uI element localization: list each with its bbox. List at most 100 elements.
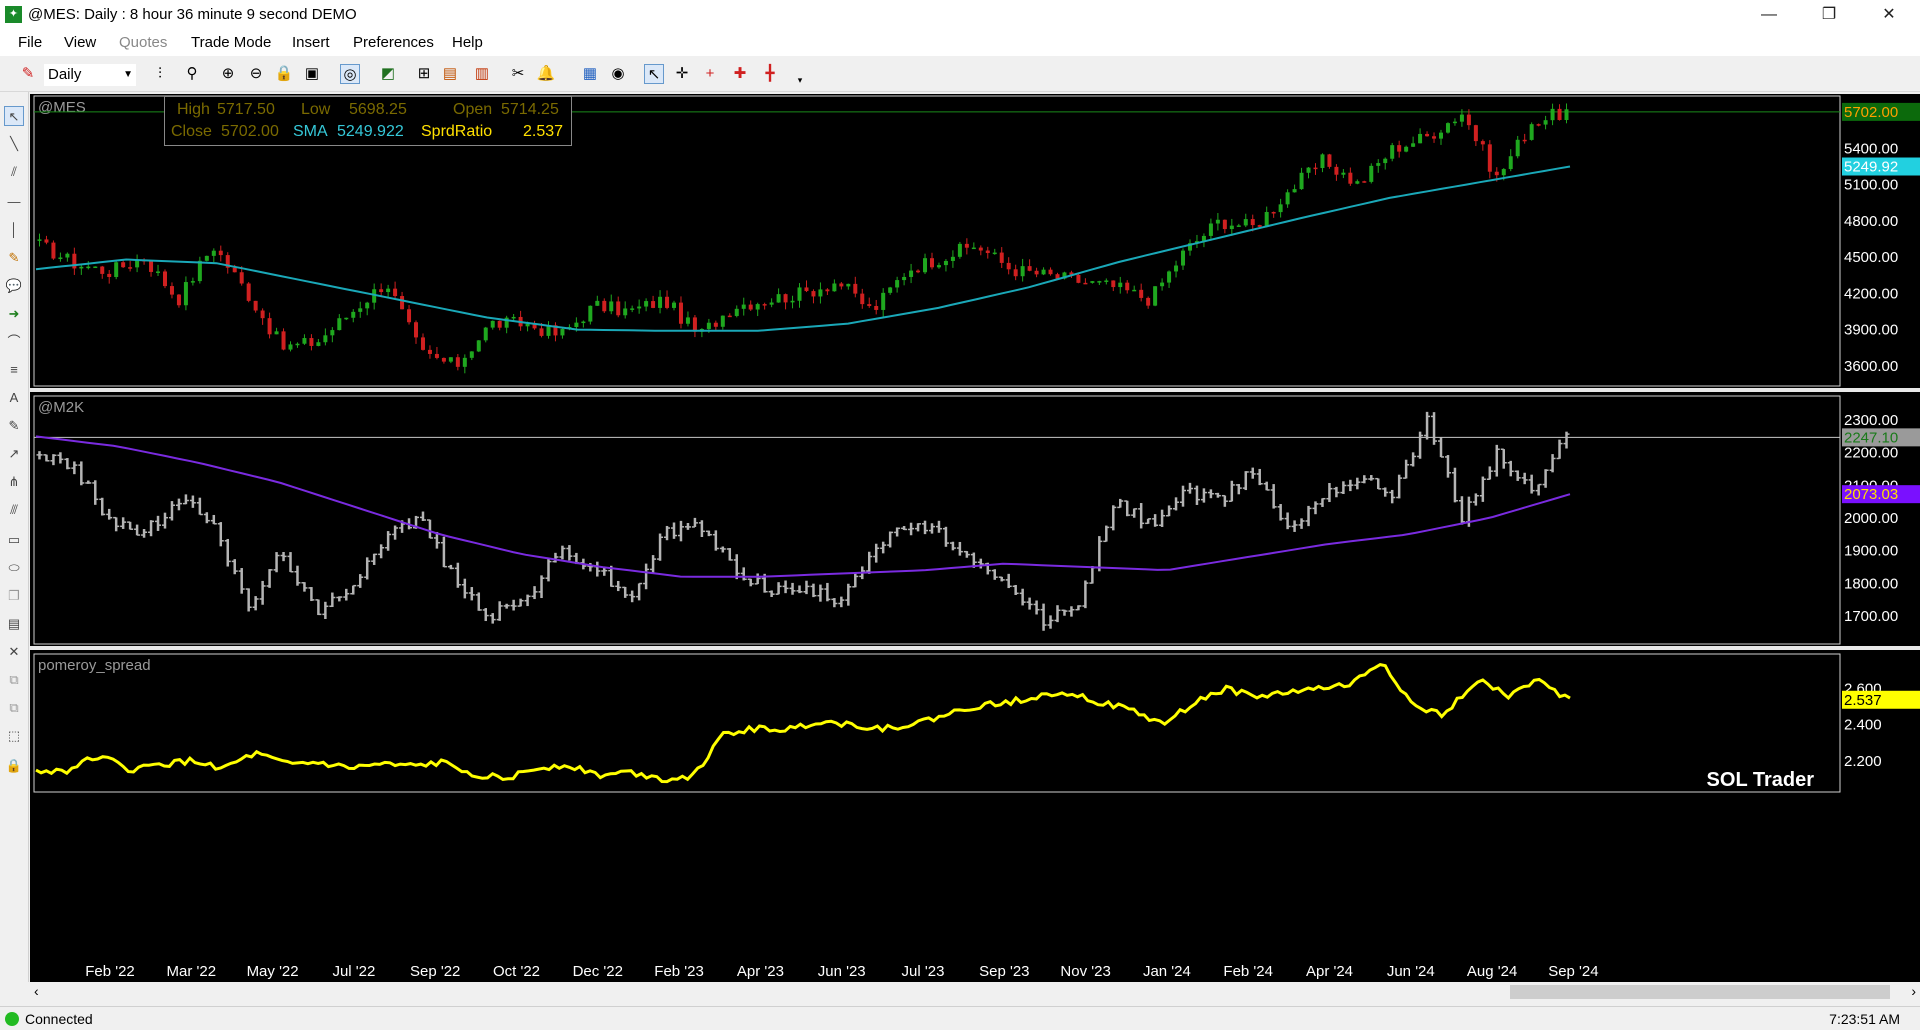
close-button[interactable]: ✕	[1882, 6, 1896, 23]
x-tick-label: Sep '22	[410, 963, 460, 980]
period-select[interactable]: Daily ▼	[44, 64, 136, 86]
crosshair-plus-icon[interactable]: ╋	[765, 65, 775, 82]
candle-body	[1125, 282, 1130, 291]
color-bars-icon[interactable]: ▤	[442, 65, 458, 82]
candle-body	[860, 293, 865, 305]
candle-body	[1480, 141, 1485, 145]
pencil-icon[interactable]: ✎	[8, 418, 20, 433]
candle-body	[197, 260, 202, 282]
chart-area[interactable]: @MES 5400.00 5100.00 4800.00 4500.00 4200.00 3…	[30, 94, 1920, 982]
scroll-right-icon[interactable]: ›	[1911, 983, 1916, 999]
box-select-icon[interactable]: ⬚	[7, 728, 21, 743]
pointer-icon[interactable]: ↖	[644, 64, 664, 84]
candle-body	[1362, 181, 1367, 183]
candle-body	[135, 259, 140, 268]
horizontal-scrollbar[interactable]: ‹ ›	[30, 982, 1920, 1002]
candle-body	[51, 242, 56, 259]
channel-icon[interactable]: ⫽	[11, 164, 17, 179]
menu-help[interactable]: Help	[452, 34, 483, 51]
pin-icon[interactable]: ✎	[21, 65, 35, 82]
close-value: 5702.00	[221, 123, 279, 140]
candle-body	[1432, 136, 1437, 139]
candle-body	[1306, 167, 1311, 173]
ray-icon[interactable]: ↗	[8, 446, 20, 461]
scissors-icon[interactable]: ✂	[511, 65, 525, 82]
duplicate-icon[interactable]: ⧉	[9, 700, 19, 715]
restore-button[interactable]: ❐	[1821, 6, 1837, 23]
menu-insert[interactable]: Insert	[292, 34, 330, 51]
crosshair-mode-icon[interactable]: ◎	[340, 64, 360, 84]
high-label: High	[177, 101, 210, 118]
properties-icon[interactable]: ▤	[7, 616, 21, 631]
callout-icon[interactable]: 💬	[5, 278, 23, 293]
eye-icon[interactable]: ◉	[611, 65, 625, 82]
menu-view[interactable]: View	[64, 34, 97, 51]
chart-bars-icon[interactable]: ▥	[474, 65, 490, 82]
candle-body	[211, 250, 216, 256]
note-icon[interactable]: ✎	[8, 250, 20, 265]
horizontal-line-icon[interactable]: —	[7, 194, 21, 209]
indicator-icon[interactable]: ◩	[380, 65, 396, 82]
scroll-left-icon[interactable]: ‹	[34, 983, 39, 999]
candle-body	[497, 320, 502, 328]
cursor-cross-icon[interactable]: ✛	[675, 65, 689, 82]
candle-body	[490, 320, 495, 328]
watermark: SOL Trader	[1707, 769, 1815, 791]
pitchfork-icon[interactable]: ⋔	[8, 474, 20, 489]
zoom-in-icon[interactable]: ⊕	[221, 65, 235, 82]
candle-body	[1348, 172, 1353, 184]
search-icon[interactable]: ⚲	[186, 65, 198, 82]
candle-body	[407, 309, 412, 323]
crosshair-dot-icon[interactable]: ✚	[733, 65, 747, 82]
bell-icon[interactable]: 🔔	[536, 65, 556, 82]
ellipse-icon[interactable]: ⬭	[8, 560, 20, 575]
menu-file[interactable]: File	[18, 34, 43, 51]
candle-body	[246, 283, 251, 301]
crosshair-icon[interactable]: +	[705, 65, 715, 82]
arc-icon[interactable]: ⌒	[7, 334, 21, 349]
chart-svg[interactable]: @MES 5400.00 5100.00 4800.00 4500.00 4200.00 3…	[30, 94, 1920, 982]
layers-icon[interactable]: ⧉	[9, 672, 19, 687]
x-tick-label: Feb '22	[85, 963, 135, 980]
candle-body	[1390, 145, 1395, 159]
hierarchy-icon[interactable]: ⊞	[417, 65, 431, 82]
trendline-icon[interactable]: ╲	[10, 136, 18, 151]
panel-frame	[33, 653, 1841, 793]
candle-body	[1271, 211, 1276, 214]
toolbar-overflow-icon[interactable]: ▾	[797, 75, 803, 85]
candle-body	[811, 291, 816, 297]
candle-body	[448, 357, 453, 362]
scrollbar-thumb[interactable]	[1510, 985, 1890, 999]
minimize-button[interactable]: —	[1761, 6, 1777, 23]
book-icon[interactable]: ▦	[582, 65, 598, 82]
menu-preferences[interactable]: Preferences	[353, 34, 434, 51]
x-tick-label: Aug '24	[1467, 963, 1517, 980]
candle-body	[365, 302, 370, 309]
candle-body	[881, 292, 886, 310]
arrow-right-icon[interactable]: ➜	[8, 306, 20, 321]
lock-drawings-icon[interactable]: 🔒	[5, 758, 23, 773]
vertical-line-icon[interactable]: │	[9, 222, 19, 237]
candle-body	[1160, 282, 1165, 287]
candle-body	[797, 287, 802, 301]
candle-body	[1418, 133, 1423, 144]
select-arrow-icon[interactable]: ↖	[4, 106, 24, 126]
copy-icon[interactable]: ❐	[8, 588, 20, 603]
bar-type-icon[interactable]: ⫶	[158, 65, 162, 82]
menu-trade-mode[interactable]: Trade Mode	[191, 34, 272, 51]
parallel-icon[interactable]: ⫻	[10, 502, 18, 517]
candle-body	[1243, 219, 1248, 226]
candle-body	[804, 287, 809, 292]
delete-icon[interactable]: ✕	[8, 644, 20, 659]
candle-body	[427, 349, 432, 354]
candle-body	[902, 276, 907, 281]
menu-quotes[interactable]: Quotes	[119, 34, 168, 51]
rectangle-icon[interactable]: ▭	[7, 532, 21, 547]
candle-body	[267, 318, 272, 335]
zoom-out-icon[interactable]: ⊖	[249, 65, 263, 82]
text-icon[interactable]: A	[9, 390, 19, 405]
lock-icon[interactable]: 🔒	[274, 65, 294, 82]
template-icon[interactable]: ▣	[304, 65, 320, 82]
candle-body	[183, 282, 188, 306]
fib-icon[interactable]: ≡	[10, 362, 18, 377]
